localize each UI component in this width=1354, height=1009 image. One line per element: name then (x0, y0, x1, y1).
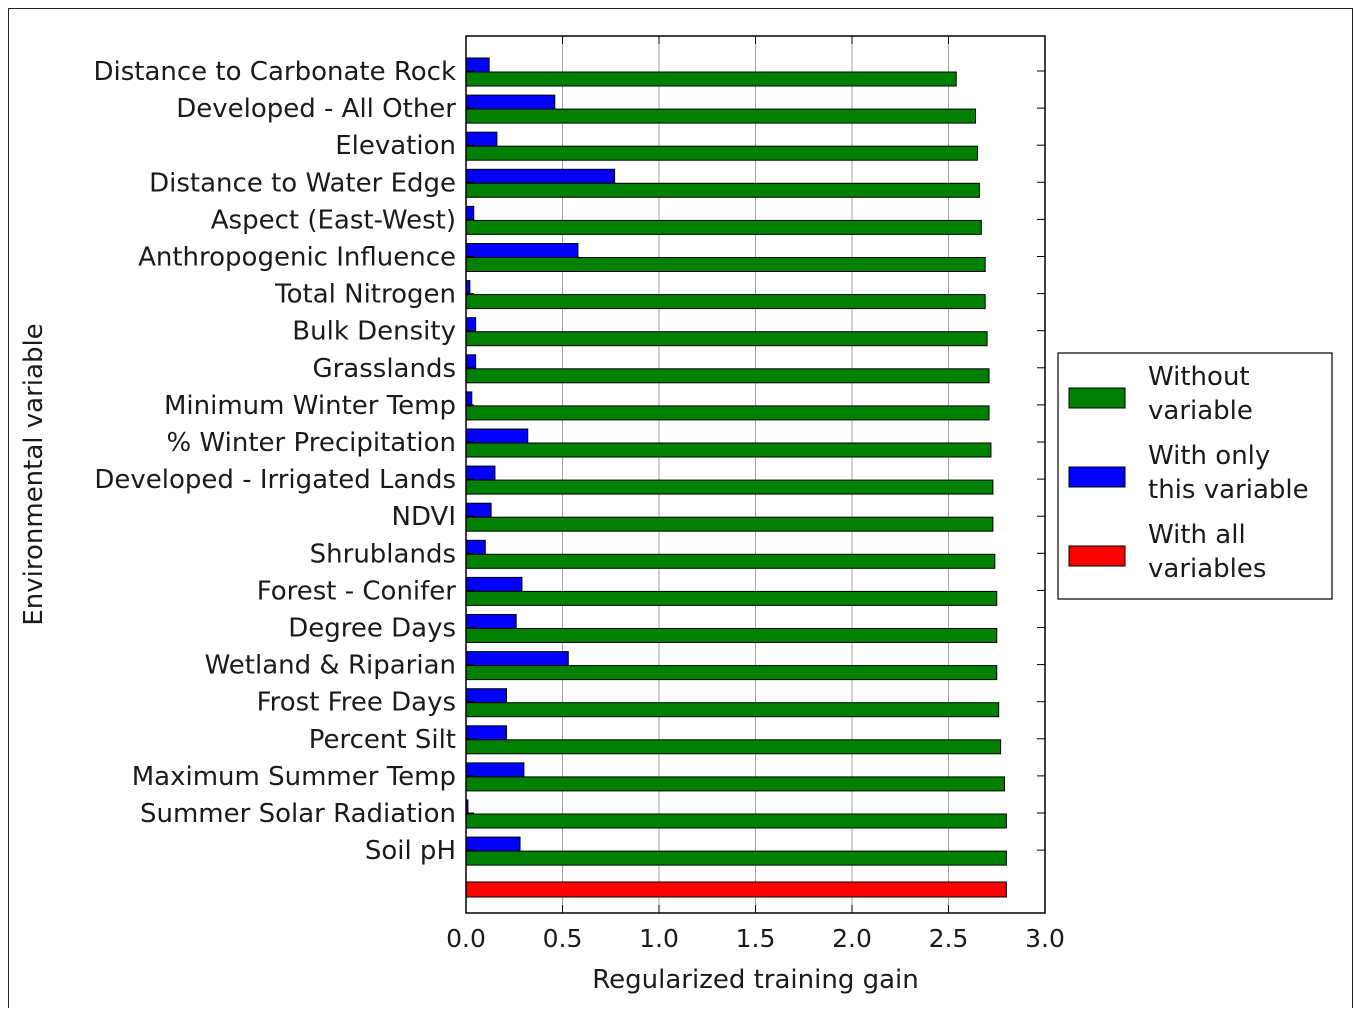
bar-without-variable (465, 813, 1007, 829)
category-label: Frost Free Days (257, 688, 456, 718)
category-label: Minimum Winter Temp (164, 391, 456, 421)
bar-without-variable (465, 108, 977, 124)
x-tick-label: 1.0 (639, 924, 679, 953)
bar-with-only-variable (465, 688, 508, 704)
bar-without-variable (465, 368, 990, 384)
x-tick-label: 2.5 (929, 924, 969, 953)
x-tick-label: 1.5 (736, 924, 776, 953)
legend-swatch (1068, 545, 1126, 567)
category-label: Total Nitrogen (274, 280, 456, 310)
category-label: Bulk Density (292, 317, 456, 347)
bar-with-only-variable (465, 428, 529, 444)
legend-label: With all (1148, 520, 1246, 550)
x-tick-label: 0.5 (543, 924, 583, 953)
bar-with-only-variable (465, 502, 492, 518)
legend-swatch (1068, 466, 1126, 488)
category-label: NDVI (392, 502, 456, 532)
axis-ticks (465, 36, 1046, 913)
bar-with-only-variable (465, 391, 473, 407)
bar-with-only-variable (465, 539, 486, 555)
bar-with-only-variable (465, 57, 490, 73)
bar-without-variable (465, 516, 994, 532)
bar-without-variable (465, 331, 988, 347)
bar-without-variable (465, 702, 1000, 718)
bar-with-only-variable (465, 725, 508, 741)
bar-with-only-variable (465, 762, 525, 778)
category-label: Summer Solar Radiation (140, 799, 456, 829)
category-label: Elevation (335, 131, 456, 161)
bar-with-only-variable (465, 465, 496, 481)
category-label: Soil pH (365, 836, 456, 866)
bar-with-only-variable (465, 243, 579, 258)
bar-with-only-variable (465, 317, 477, 333)
bar-with-all-variables (465, 881, 1007, 898)
bar-without-variable (465, 553, 996, 569)
bar-with-only-variable (465, 576, 523, 592)
bar-without-variable (465, 145, 978, 161)
bar-without-variable (465, 219, 982, 235)
category-labels: Distance to Carbonate Rock Developed - Al… (93, 57, 456, 866)
bar-with-only-variable (465, 354, 477, 370)
category-label: Wetland & Riparian (205, 651, 456, 681)
category-label: Distance to Carbonate Rock (93, 57, 456, 87)
bar-without-variable (465, 739, 1002, 755)
bar-without-variable (465, 628, 998, 643)
legend-label: variables (1148, 554, 1266, 584)
category-label: Percent Silt (309, 725, 456, 755)
category-label: Developed - All Other (176, 94, 456, 124)
category-label: Developed - Irrigated Lands (94, 465, 456, 495)
category-label: Degree Days (288, 614, 456, 644)
x-tick-label: 3.0 (1025, 924, 1065, 953)
bar-with-only-variable (465, 651, 569, 667)
bar-with-only-variable (465, 836, 521, 852)
bar-without-variable (465, 71, 957, 87)
legend-swatch (1068, 387, 1126, 409)
legend-label: this variable (1148, 475, 1309, 505)
bars (465, 57, 1007, 898)
bar-without-variable (465, 182, 980, 198)
x-tick-labels: 0.0 0.5 1.0 1.5 2.0 2.5 3.0 (446, 924, 1065, 953)
bar-with-only-variable (465, 131, 498, 147)
x-axis-title: Regularized training gain (592, 965, 919, 995)
bar-without-variable (465, 442, 992, 458)
bar-without-variable (465, 850, 1007, 866)
bar-without-variable (465, 776, 1005, 792)
category-label: Distance to Water Edge (149, 168, 456, 198)
legend-label: variable (1148, 396, 1253, 426)
bar-with-only-variable (465, 168, 616, 184)
bar-without-variable (465, 590, 998, 606)
bar-without-variable (465, 405, 990, 421)
category-label: Anthropogenic Influence (138, 243, 456, 273)
category-label: Maximum Summer Temp (132, 762, 456, 792)
bar-with-only-variable (465, 614, 517, 629)
bar-with-only-variable (465, 205, 475, 221)
category-label: Aspect (East-West) (211, 205, 456, 235)
category-label: Forest - Conifer (257, 576, 457, 606)
legend: Without variable With only this variable Wit… (1057, 352, 1333, 600)
legend-label: Without (1148, 362, 1250, 392)
bar-without-variable (465, 257, 986, 272)
legend-label: With only (1148, 441, 1270, 471)
x-tick-label: 2.0 (832, 924, 872, 953)
bar-without-variable (465, 479, 994, 495)
y-axis-title: Environmental variable (19, 323, 49, 625)
bar-without-variable (465, 294, 986, 310)
category-label: Grasslands (312, 354, 456, 384)
x-tick-label: 0.0 (446, 924, 486, 953)
bar-with-only-variable (465, 94, 556, 110)
category-label: % Winter Precipitation (167, 428, 456, 458)
category-label: Shrublands (310, 539, 456, 569)
bar-without-variable (465, 665, 998, 681)
